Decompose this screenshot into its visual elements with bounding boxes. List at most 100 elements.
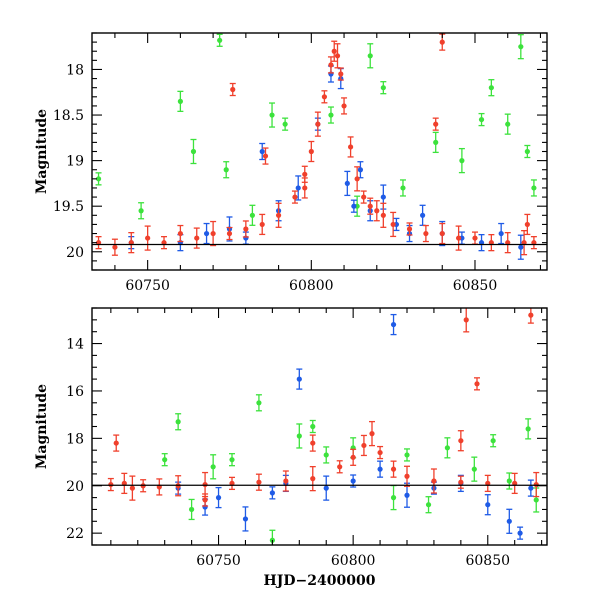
data-point — [380, 212, 386, 218]
data-point — [498, 230, 504, 237]
data-point — [210, 464, 216, 470]
bottom-x-tick-labels: 60750 60800 60850 — [196, 553, 510, 569]
data-point — [459, 158, 465, 164]
data-point — [302, 171, 308, 177]
data-point — [518, 44, 524, 50]
data-point — [295, 185, 301, 191]
data-point — [357, 167, 364, 173]
data-point — [533, 481, 539, 488]
data-point — [129, 485, 135, 491]
data-point — [243, 226, 249, 232]
data-point — [390, 466, 397, 472]
data-point — [518, 244, 524, 250]
bottom-panel-points — [107, 308, 540, 545]
top-y-axis-label: Magnitude — [34, 109, 50, 194]
data-point — [189, 506, 195, 513]
data-point — [283, 478, 289, 484]
data-point — [338, 71, 344, 77]
data-point — [404, 473, 410, 479]
y-tick-label: 20 — [66, 479, 84, 495]
data-point — [323, 452, 329, 458]
data-point — [269, 112, 275, 118]
data-point — [485, 502, 491, 508]
data-point — [256, 479, 262, 485]
data-point — [351, 203, 357, 209]
bottom-light-curve-panel: 60750 60800 60850 14 16 18 20 22 Magnitude HJD… — [34, 307, 548, 589]
data-point — [478, 116, 485, 123]
bottom-y-tick-labels: 14 16 18 20 22 — [66, 337, 84, 543]
y-tick-label: 18 — [66, 431, 84, 447]
data-point — [488, 85, 494, 91]
data-point — [341, 103, 347, 109]
data-point — [377, 449, 383, 456]
data-point — [177, 98, 183, 104]
data-point — [328, 112, 334, 118]
data-point — [108, 481, 114, 488]
data-point — [223, 167, 229, 173]
data-point — [217, 37, 223, 43]
data-point — [354, 176, 360, 182]
data-point — [439, 230, 445, 237]
data-point — [350, 454, 356, 460]
data-point — [433, 121, 439, 127]
data-point — [490, 438, 496, 444]
data-point — [369, 431, 375, 437]
data-point — [321, 94, 328, 100]
data-point — [328, 62, 334, 68]
x-tick-label: 60800 — [331, 553, 376, 569]
data-point — [190, 148, 197, 155]
y-tick-label: 16 — [66, 384, 84, 400]
data-point — [337, 464, 343, 470]
data-point — [390, 495, 397, 501]
x-tick-label: 60850 — [465, 553, 510, 569]
x-tick-label: 60750 — [125, 278, 170, 294]
x-tick-label: 60750 — [196, 553, 241, 569]
y-tick-label: 20 — [66, 245, 84, 261]
data-point — [162, 457, 168, 463]
data-point — [439, 39, 445, 45]
data-point — [380, 85, 386, 91]
data-point — [275, 212, 282, 218]
data-point — [531, 185, 537, 191]
data-point — [308, 148, 314, 155]
bottom-plot-frame — [91, 307, 548, 546]
data-point — [425, 502, 432, 508]
data-point — [323, 485, 329, 491]
data-point — [310, 476, 316, 482]
data-point — [262, 153, 269, 159]
data-point — [377, 466, 383, 472]
data-point — [524, 221, 530, 228]
top-x-tick-labels: 60750 60800 60850 — [125, 278, 497, 294]
data-point — [95, 176, 102, 182]
data-point — [310, 423, 316, 430]
data-point — [528, 485, 534, 491]
data-point — [203, 230, 210, 237]
data-point — [112, 244, 118, 250]
data-point — [210, 230, 216, 237]
data-point — [302, 185, 308, 191]
data-point — [202, 481, 208, 488]
data-point — [256, 400, 262, 406]
data-point — [259, 221, 265, 228]
data-point — [444, 445, 450, 451]
data-point — [296, 376, 302, 382]
data-point — [433, 139, 439, 145]
data-point — [292, 194, 298, 200]
y-tick-label: 18 — [66, 62, 84, 78]
data-point — [390, 321, 397, 328]
data-point — [229, 457, 235, 463]
data-point — [334, 53, 341, 59]
data-point — [194, 235, 200, 241]
data-point — [177, 230, 183, 237]
data-point — [259, 148, 265, 155]
data-point — [380, 194, 386, 200]
x-tick-label: 60800 — [289, 278, 334, 294]
data-point — [230, 86, 236, 93]
y-tick-label: 22 — [66, 526, 84, 542]
data-point — [533, 497, 539, 503]
y-tick-label: 19 — [66, 154, 84, 170]
y-tick-label: 14 — [66, 337, 84, 353]
bottom-axis-ticks — [92, 307, 547, 546]
data-point — [361, 194, 367, 200]
